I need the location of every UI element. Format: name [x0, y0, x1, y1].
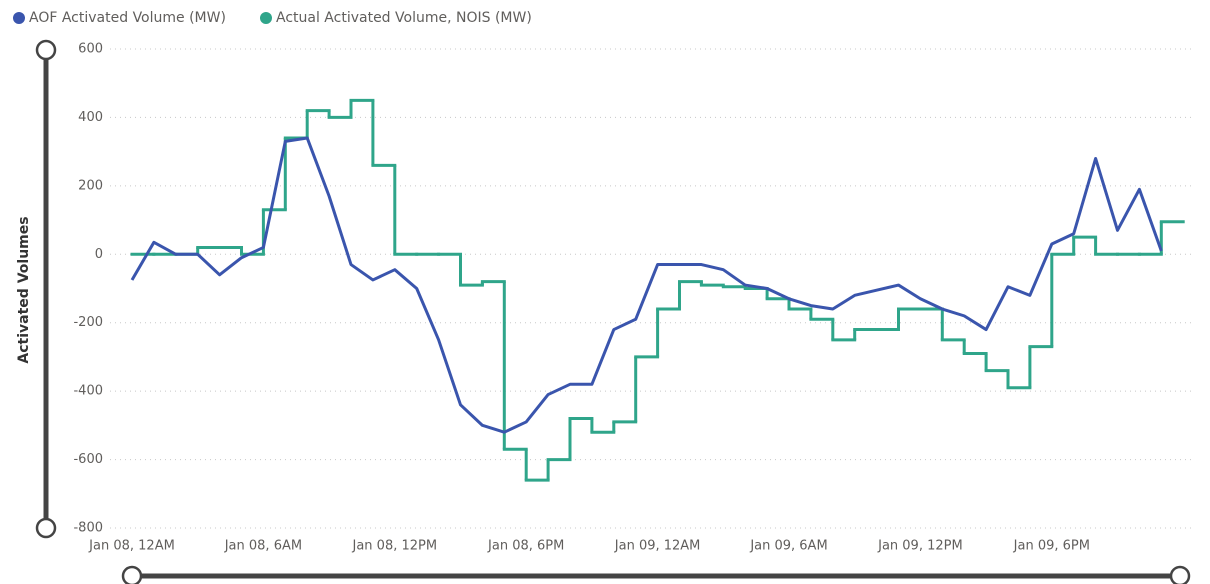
- y-tick-label: -600: [73, 452, 103, 467]
- y-tick-label: -200: [73, 315, 103, 330]
- legend-label: Actual Activated Volume, NOIS (MW): [276, 10, 532, 26]
- y-slider-handle[interactable]: [35, 39, 57, 61]
- y-slider-handle[interactable]: [35, 517, 57, 539]
- series-line: [130, 136, 1163, 434]
- x-tick-label: Jan 09, 6AM: [749, 539, 827, 554]
- x-tick-label: Jan 09, 12AM: [614, 539, 701, 554]
- x-tick-label: Jan 08, 12PM: [352, 539, 438, 554]
- y-axis-title: Activated Volumes: [16, 216, 32, 363]
- x-tick-label: Jan 09, 12PM: [877, 539, 963, 554]
- x-tick-label: Jan 08, 6PM: [487, 539, 564, 554]
- y-tick-label: 400: [78, 110, 103, 125]
- x-slider-handle[interactable]: [1169, 565, 1191, 584]
- legend-label: AOF Activated Volume (MW): [29, 10, 226, 26]
- legend-swatch: [13, 12, 25, 24]
- x-tick-label: Jan 08, 12AM: [88, 539, 175, 554]
- x-tick-label: Jan 08, 6AM: [224, 539, 302, 554]
- y-tick-label: 0: [95, 247, 103, 262]
- y-tick-label: -800: [73, 521, 103, 536]
- x-slider-handle[interactable]: [121, 565, 143, 584]
- y-tick-label: -400: [73, 384, 103, 399]
- y-tick-label: 600: [78, 42, 103, 57]
- legend-swatch: [260, 12, 272, 24]
- x-tick-label: Jan 09, 6PM: [1013, 539, 1090, 554]
- y-tick-label: 200: [78, 178, 103, 193]
